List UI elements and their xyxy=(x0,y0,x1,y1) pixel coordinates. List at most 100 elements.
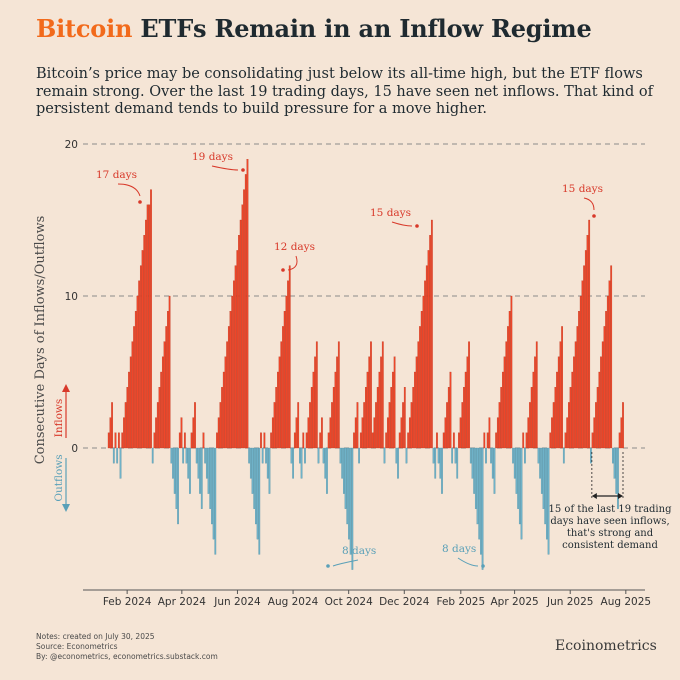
inflow-bar xyxy=(236,250,239,449)
inflow-bar xyxy=(334,371,337,449)
outflow-bar xyxy=(547,447,550,555)
inflow-bar xyxy=(234,265,237,449)
inflow-bar xyxy=(359,432,362,449)
inflow-bar xyxy=(224,356,227,449)
inflow-bar xyxy=(579,295,582,449)
outflow-bar xyxy=(317,447,320,464)
annotation-arrow-tip xyxy=(481,564,485,568)
inflow-bar xyxy=(363,402,366,449)
inflow-bar xyxy=(361,417,364,449)
inflow-bar xyxy=(588,219,591,449)
chart-subtitle: Bitcoin’s price may be consolidating jus… xyxy=(36,66,653,117)
inflow-bar xyxy=(282,326,284,449)
outflow-bar xyxy=(485,447,487,464)
y-tick-labels: 0 10 20 xyxy=(65,139,78,455)
inflow-bar xyxy=(557,356,560,449)
outflow-bar xyxy=(177,447,179,525)
inflow-bar xyxy=(128,371,130,449)
inflow-bar xyxy=(126,387,129,449)
inflow-bar xyxy=(129,356,132,449)
inflow-bar xyxy=(496,417,499,449)
inflow-bar xyxy=(388,402,391,449)
outflow-bar xyxy=(112,447,115,464)
annotation-arrow xyxy=(457,557,479,567)
outflow-bar xyxy=(537,447,540,464)
inflow-bar xyxy=(183,432,186,449)
annotation-arrow xyxy=(211,165,239,171)
footer-notes: Notes: created on July 30, 2025 Source: … xyxy=(36,632,218,662)
inflow-bar xyxy=(278,356,281,449)
outflow-bar xyxy=(204,447,207,464)
inflow-bar xyxy=(297,402,300,449)
inflow-bar xyxy=(436,432,438,449)
inflow-bar xyxy=(564,432,567,449)
inflow-bar xyxy=(500,387,503,449)
inflow-bar xyxy=(412,387,415,449)
outflow-bar xyxy=(341,447,344,479)
inflow-bar xyxy=(155,417,157,449)
inflow-bar xyxy=(535,341,538,449)
inflow-bar xyxy=(622,402,624,449)
inflow-bar xyxy=(507,326,509,449)
inflow-bar xyxy=(370,341,372,449)
inflow-bar xyxy=(549,432,552,449)
inflow-bar xyxy=(307,417,310,449)
outflow-bar xyxy=(491,447,494,479)
outflow-bar xyxy=(348,447,350,540)
inflow-bar xyxy=(378,371,381,449)
inflow-bar xyxy=(163,341,166,449)
outflow-bar xyxy=(451,447,454,464)
title-rest: ETFs Remain in an Inflow Regime xyxy=(132,14,592,43)
inflow-bar xyxy=(620,417,623,449)
outflow-bar xyxy=(344,447,347,509)
callout-text-line: consistent demand xyxy=(562,540,658,551)
outflow-bar xyxy=(346,447,349,525)
inflow-bar xyxy=(530,387,533,449)
inflow-bar xyxy=(618,432,621,449)
inflow-bar xyxy=(386,417,389,449)
outflow-bar xyxy=(266,447,269,479)
inflow-bar xyxy=(486,432,489,449)
inflow-bar xyxy=(425,265,428,449)
callout-text-line: days have seen inflows, xyxy=(550,516,669,527)
inflow-bar xyxy=(447,387,450,449)
inflow-bar xyxy=(601,341,604,449)
outflow-bar xyxy=(173,447,176,494)
inflow-bar xyxy=(226,341,229,449)
outflow-bar xyxy=(615,447,618,494)
inflow-bar xyxy=(332,387,335,449)
outflow-bar xyxy=(119,447,122,479)
inflow-bar xyxy=(243,189,245,449)
outflow-bar xyxy=(517,447,520,509)
inflow-bar xyxy=(371,432,374,449)
inflow-bar xyxy=(532,371,535,449)
outflow-bar xyxy=(544,447,547,525)
inflow-bar xyxy=(498,402,501,449)
callout-text-line: 15 of the last 19 trading xyxy=(549,504,673,515)
annotation-arrow-tip xyxy=(415,224,419,228)
outflow-bar xyxy=(170,447,173,464)
outflow-bar xyxy=(199,447,201,494)
inflow-bar xyxy=(114,432,117,449)
callout-bracket-right-head xyxy=(618,493,623,499)
x-tick-label: Apr 2025 xyxy=(490,596,538,608)
inflow-bar xyxy=(488,417,491,449)
outflow-bar xyxy=(432,447,435,464)
inflow-bar xyxy=(552,402,555,449)
inflow-bar xyxy=(381,341,384,449)
inflow-bar xyxy=(167,311,169,449)
outflow-bar xyxy=(300,447,303,479)
inflow-bar xyxy=(427,250,430,449)
inflow-bar xyxy=(310,387,313,449)
inflow-bar xyxy=(309,402,311,449)
outflow-bar xyxy=(480,447,482,555)
inflow-bar xyxy=(336,356,338,449)
inflow-bar xyxy=(581,280,584,449)
inflow-bar xyxy=(321,417,323,449)
outflow-bar xyxy=(383,447,386,464)
outflow-bar xyxy=(474,447,477,509)
inflow-bar xyxy=(150,189,152,449)
inflow-bar xyxy=(410,402,413,449)
outflow-bar xyxy=(324,447,327,479)
